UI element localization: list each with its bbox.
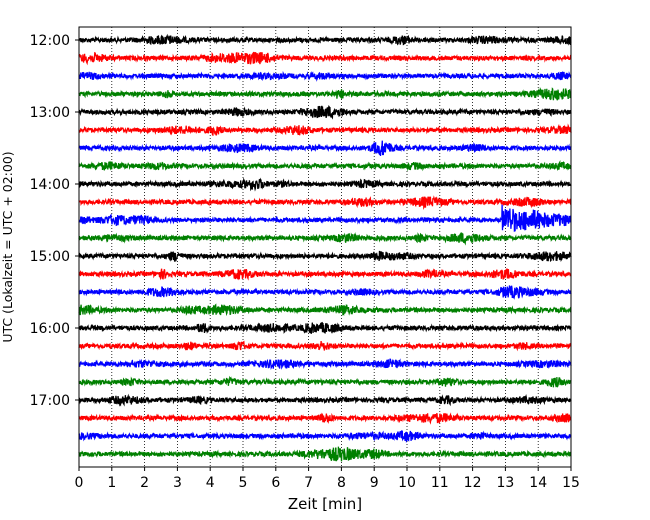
trace-1545	[78, 303, 572, 317]
y-tick-label-4: 16:00	[30, 321, 70, 337]
trace-1630	[78, 358, 572, 371]
x-tick-label-3: 3	[173, 475, 182, 491]
x-tick-label-12: 12	[464, 475, 482, 491]
trace-1745	[78, 446, 572, 462]
y-tick-label-1: 13:00	[30, 105, 70, 121]
trace-1645	[78, 375, 572, 388]
plot-frame	[78, 26, 572, 468]
x-tick-label-8: 8	[337, 475, 346, 491]
trace-1415	[78, 195, 572, 211]
trace-1300	[78, 105, 572, 120]
x-tick-label-4: 4	[206, 475, 215, 491]
trace-1430	[78, 204, 572, 232]
trace-group	[78, 33, 572, 462]
x-tick-label-13: 13	[496, 475, 514, 491]
x-tick-label-5: 5	[239, 475, 248, 491]
trace-1215	[78, 51, 572, 66]
trace-1200	[78, 33, 572, 46]
vertical-grid	[111, 27, 539, 467]
trace-1500	[78, 250, 572, 262]
x-tick-label-1: 1	[107, 475, 116, 491]
trace-1715	[78, 412, 572, 425]
trace-1330	[78, 140, 572, 156]
trace-1730	[78, 429, 572, 444]
trace-1700	[78, 393, 572, 407]
trace-1315	[78, 123, 572, 137]
y-tick-label-5: 17:00	[30, 393, 70, 409]
trace-1615	[78, 340, 572, 352]
trace-1345	[78, 159, 572, 172]
x-tick-label-15: 15	[562, 475, 580, 491]
x-tick-label-10: 10	[398, 475, 416, 491]
trace-1245	[78, 86, 572, 101]
x-tick-label-9: 9	[370, 475, 379, 491]
x-axis-ticks: 0 1 2 3 4 5 6 7 8 9 10 11 12 13 14 15	[75, 467, 580, 491]
y-axis-ticks: 12:00 13:00 14:00 15:00 16:00 17:00	[30, 33, 79, 409]
x-tick-label-7: 7	[304, 475, 313, 491]
trace-1400	[78, 177, 572, 192]
x-tick-label-6: 6	[271, 475, 280, 491]
y-tick-label-0: 12:00	[30, 33, 70, 49]
trace-1445	[78, 232, 572, 246]
trace-1230	[78, 70, 572, 82]
y-tick-label-3: 15:00	[30, 249, 70, 265]
trace-1600	[78, 321, 572, 335]
x-tick-label-0: 0	[75, 475, 84, 491]
y-axis-title: UTC (Lokalzeit = UTC + 02:00)	[0, 151, 15, 342]
y-tick-label-2: 14:00	[30, 177, 70, 193]
trace-1530	[78, 285, 572, 300]
x-tick-label-14: 14	[529, 475, 547, 491]
x-tick-label-2: 2	[140, 475, 149, 491]
x-tick-label-11: 11	[431, 475, 449, 491]
x-axis-title: Zeit [min]	[288, 495, 362, 513]
trace-1515	[78, 268, 572, 281]
